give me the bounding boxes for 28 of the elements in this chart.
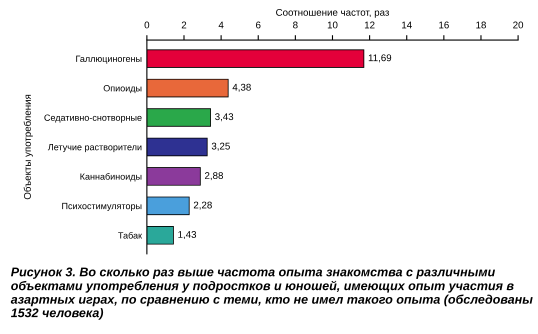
x-tick-label: 18 bbox=[476, 22, 486, 28]
text: Рисунок 3. Во сколько раз выше частота опыта знакомства с различными объектами употребления у подростков и юношей, имеющих опыт участия в азартных играх, по сравнению с теми, кто не имел такого опыта (обследованы 1532 человека) bbox=[10, 268, 533, 320]
data-label: 2,88 bbox=[204, 172, 223, 180]
data-label: 2,28 bbox=[194, 202, 212, 210]
x-tick-label: 12 bbox=[364, 22, 375, 28]
y-tick-label: Табак bbox=[118, 232, 142, 239]
y-axis-title: Объекты употребления bbox=[24, 94, 33, 200]
x-tick-label: 20 bbox=[513, 22, 524, 28]
x-axis-title: Соотношение частот, раз bbox=[276, 8, 390, 18]
x-tick-label: 10 bbox=[328, 22, 338, 28]
x-tick-label: 16 bbox=[439, 22, 449, 28]
y-tick-label: Галлюциногены bbox=[76, 56, 142, 64]
y-tick-label: Психостимуляторы bbox=[62, 202, 142, 211]
x-tick-label: 8 bbox=[293, 22, 298, 28]
x-tick-label: 6 bbox=[256, 22, 261, 28]
x-tick-label: 14 bbox=[402, 22, 412, 28]
y-tick-label: Летучие растворители bbox=[48, 144, 142, 152]
x-tick-label: 0 bbox=[144, 22, 150, 28]
x-tick-label: 2 bbox=[182, 22, 186, 28]
y-tick-label: Опиоиды bbox=[104, 85, 142, 94]
data-label: 3,25 bbox=[212, 142, 230, 151]
y-tick-label: Каннабиноиды bbox=[80, 173, 142, 182]
y-tick-label: Седативно-снотворные bbox=[44, 114, 142, 123]
data-label: 11,69 bbox=[368, 54, 392, 62]
x-tick-label: 4 bbox=[218, 22, 224, 28]
data-label: 4,38 bbox=[232, 84, 251, 92]
data-label: 1,43 bbox=[178, 231, 196, 240]
data-label: 3,43 bbox=[215, 113, 234, 122]
